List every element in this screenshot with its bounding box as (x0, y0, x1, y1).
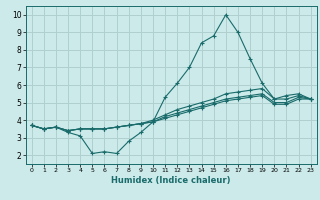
X-axis label: Humidex (Indice chaleur): Humidex (Indice chaleur) (111, 176, 231, 185)
